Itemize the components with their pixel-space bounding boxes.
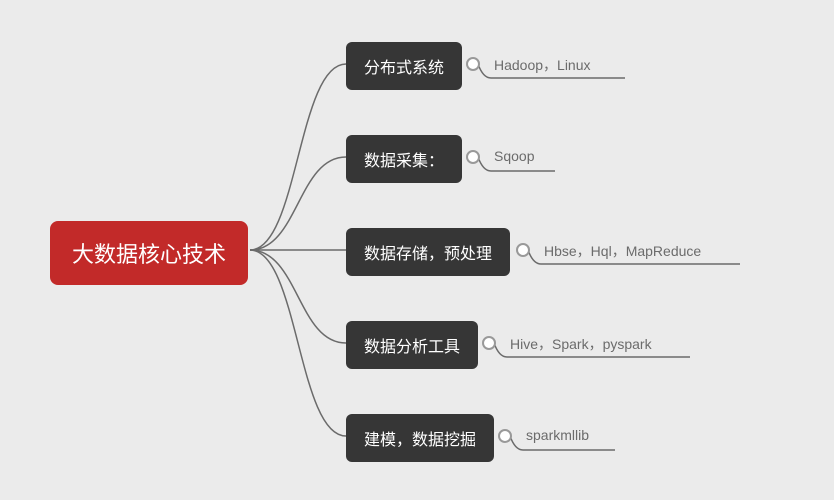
branch-node: 建模，数据挖掘 xyxy=(346,414,494,462)
leaf-label: Hadoop，Linux xyxy=(494,55,591,75)
connector-dot xyxy=(466,57,480,71)
leaf-label: Sqoop xyxy=(494,148,534,164)
connector-dot xyxy=(516,243,530,257)
branch-label: 数据采集： xyxy=(364,153,444,170)
branch-node: 数据采集： xyxy=(346,135,462,183)
root-node: 大数据核心技术 xyxy=(50,221,248,285)
branch-node: 分布式系统 xyxy=(346,42,462,90)
branch-label: 建模，数据挖掘 xyxy=(364,432,476,449)
branch-node: 数据存储，预处理 xyxy=(346,228,510,276)
branch-node: 数据分析工具 xyxy=(346,321,478,369)
leaf-label: sparkmllib xyxy=(526,427,589,443)
branch-label: 数据存储，预处理 xyxy=(364,246,492,263)
root-label: 大数据核心技术 xyxy=(72,242,226,267)
branch-label: 分布式系统 xyxy=(364,60,444,77)
leaf-label: Hbse，Hql，MapReduce xyxy=(544,241,701,261)
mindmap-canvas: { "type": "tree", "background_color": "#… xyxy=(0,0,834,500)
connector-dot xyxy=(482,336,496,350)
connector-dot xyxy=(498,429,512,443)
connector-dot xyxy=(466,150,480,164)
leaf-label: Hive，Spark，pyspark xyxy=(510,334,652,354)
branch-label: 数据分析工具 xyxy=(364,339,460,356)
